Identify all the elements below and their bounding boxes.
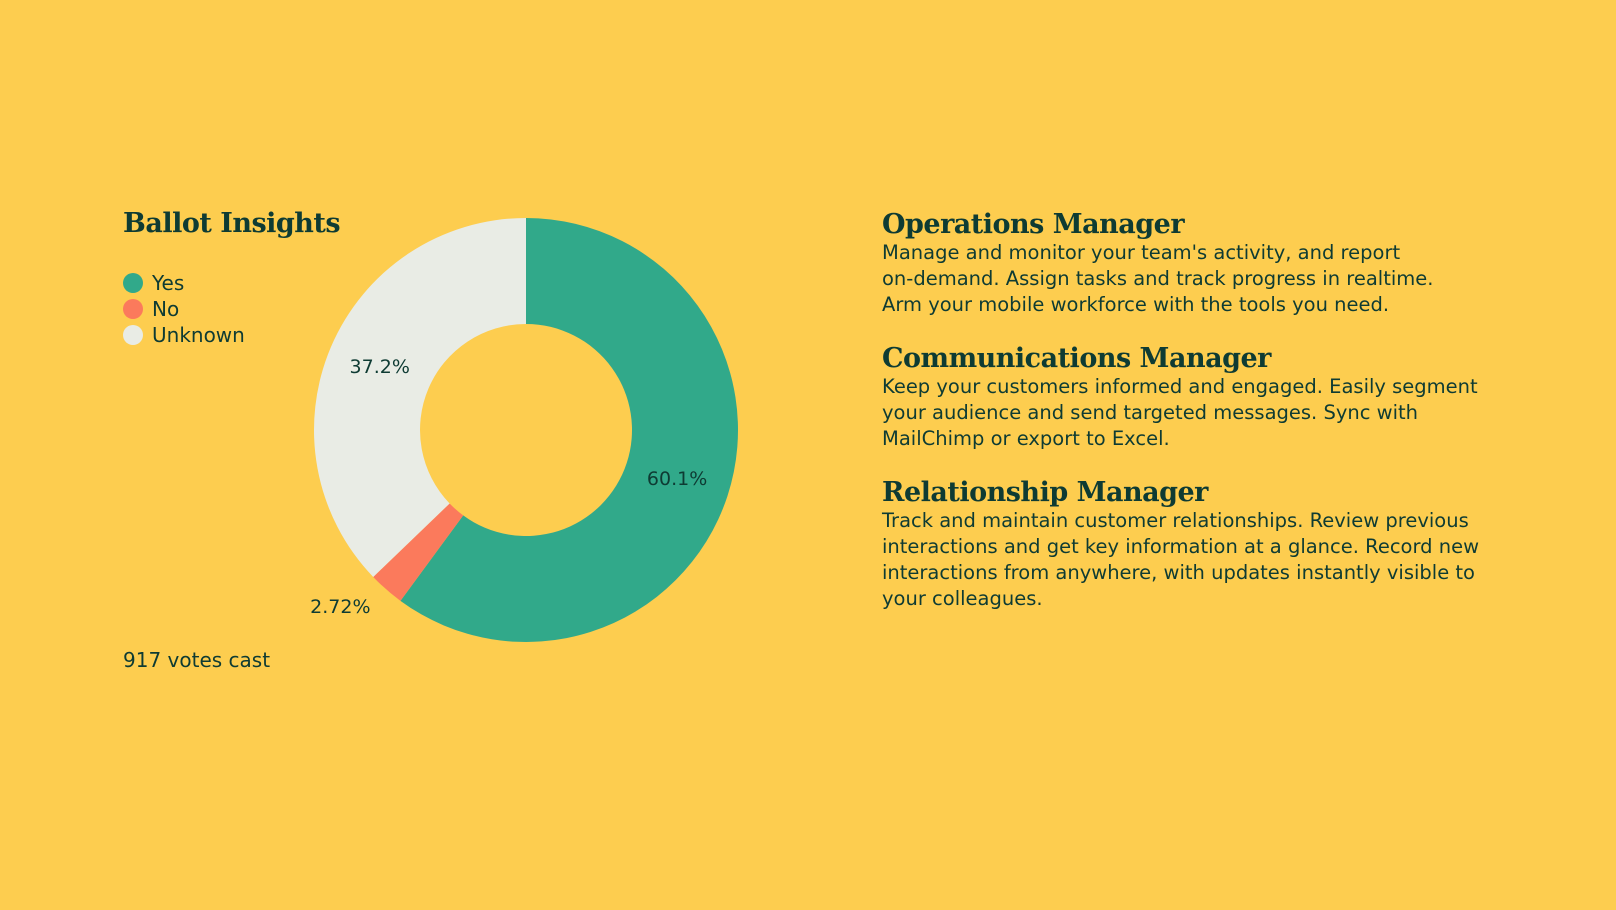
feature-relationship-manager: Relationship Manager Track and maintain … <box>882 478 1522 612</box>
feature-title-relationship: Relationship Manager <box>882 477 1208 508</box>
legend-item-yes: Yes <box>123 270 245 296</box>
donut-slice-yes <box>400 218 738 642</box>
feature-communications-manager: Communications Manager Keep your custome… <box>882 344 1522 452</box>
legend-label-unknown: Unknown <box>152 323 245 347</box>
chart-legend: Yes No Unknown <box>123 270 245 348</box>
feature-desc-line: Arm your mobile workforce with the tools… <box>882 293 1390 316</box>
feature-desc-line: interactions from anywhere, with updates… <box>882 561 1475 584</box>
legend-item-unknown: Unknown <box>123 322 245 348</box>
feature-title-operations: Operations Manager <box>882 209 1185 240</box>
feature-title-communications: Communications Manager <box>882 343 1271 374</box>
slice-label-unknown: 37.2% <box>350 356 410 378</box>
donut-slice-no <box>373 503 464 601</box>
feature-desc-line: your audience and send targeted messages… <box>882 401 1419 424</box>
slice-label-no: 2.72% <box>310 596 370 618</box>
feature-desc-line: Track and maintain customer relationship… <box>882 509 1469 532</box>
feature-desc-line: Manage and monitor your team's activity,… <box>882 241 1401 264</box>
feature-list: Operations Manager Manage and monitor yo… <box>882 210 1522 638</box>
feature-desc-line: Keep your customers informed and engaged… <box>882 375 1478 398</box>
feature-desc-line: on-demand. Assign tasks and track progre… <box>882 267 1434 290</box>
legend-swatch-unknown <box>123 325 143 345</box>
chart-title: Ballot Insights <box>123 208 341 239</box>
feature-desc-line: interactions and get key information at … <box>882 535 1480 558</box>
slice-label-yes: 60.1% <box>647 468 707 490</box>
legend-label-no: No <box>152 297 180 321</box>
votes-cast: 917 votes cast <box>123 648 271 672</box>
feature-desc-communications: Keep your customers informed and engaged… <box>882 374 1502 452</box>
feature-desc-relationship: Track and maintain customer relationship… <box>882 508 1502 612</box>
legend-swatch-yes <box>123 273 143 293</box>
feature-desc-line: your colleagues. <box>882 587 1043 610</box>
legend-label-yes: Yes <box>152 271 185 295</box>
feature-desc-line: MailChimp or export to Excel. <box>882 427 1170 450</box>
legend-item-no: No <box>123 296 245 322</box>
feature-operations-manager: Operations Manager Manage and monitor yo… <box>882 210 1522 318</box>
donut-slice-unknown <box>314 218 526 577</box>
feature-desc-operations: Manage and monitor your team's activity,… <box>882 240 1502 318</box>
legend-swatch-no <box>123 299 143 319</box>
